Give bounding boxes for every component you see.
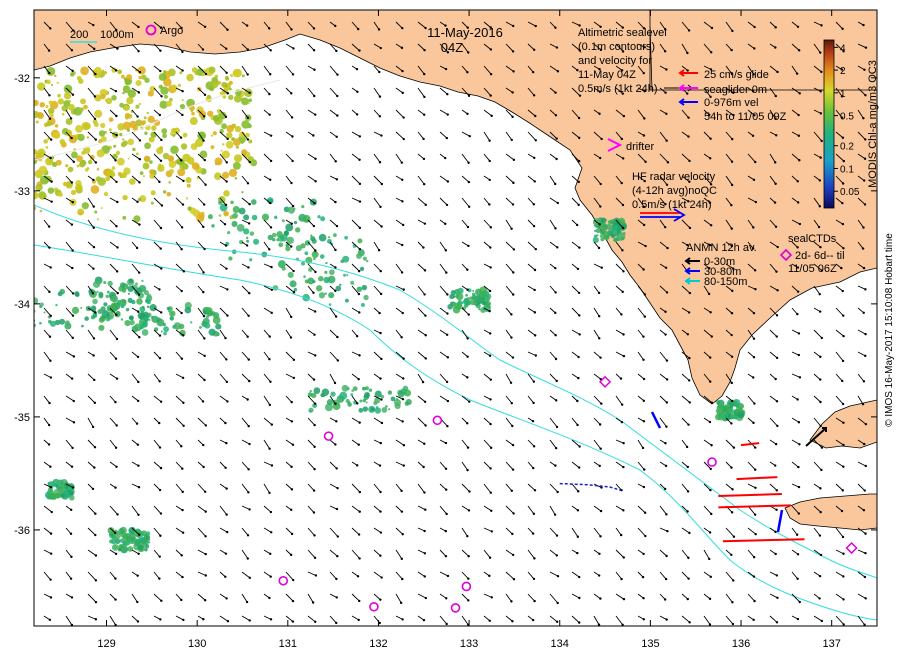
hf-radar-track: [736, 476, 778, 481]
drifter-label: drifter: [626, 141, 654, 153]
sealctd-line-1: sealCTDs: [788, 233, 837, 245]
colorbar-ticks: 4 2 1 0.5 0.2 0.1 0.05: [834, 43, 860, 198]
glider-legend: 25 cm/s glide seaglider 0m 0-976m vel 54…: [678, 69, 787, 123]
isobath-1000m: [34, 244, 877, 621]
altimetry-line-2: (0.1m contours): [578, 41, 655, 53]
credit-text: © IMOS 16-May-2017 15:10:08 Hobart time: [884, 233, 895, 427]
title-date: 11-May-2016: [427, 25, 503, 40]
seal-ctd-marker: [599, 375, 612, 388]
altimetry-velocity-arrows: [43, 21, 868, 626]
hf-radar-line-3: 0.5m/s (1kt 24h): [632, 199, 711, 211]
isobath-legend: 200 1000m: [70, 29, 134, 43]
hf-radar-legend-arrow: [673, 208, 686, 222]
title-time: 04Z: [441, 40, 463, 55]
drifter-legend: drifter: [607, 138, 654, 153]
sealctd-legend-icon: [779, 248, 793, 262]
glider-line-3: 0-976m vel: [704, 97, 758, 109]
hf-radar-tracks: [718, 442, 805, 543]
lon-tick-label: 134: [551, 638, 569, 650]
sealctd-line-3: 11/05 06Z: [788, 263, 837, 275]
colorbar-tick-label: 2: [840, 66, 846, 77]
drifter-track: [559, 482, 622, 492]
argo-legend: Argo: [145, 24, 183, 37]
lon-tick-label: 133: [460, 638, 478, 650]
altimetry-line-3: and velocity for: [578, 55, 652, 67]
altimetry-line-5: 0.5m/s (1kt 24h): [578, 83, 657, 95]
anmn-title: ANMN 12h av.: [686, 242, 757, 254]
axes: 129 130 131 132 133 134 135 136 137 -32 -33 -34 -35 -…: [14, 10, 877, 650]
colorbar-tick-label: 0.05: [840, 187, 860, 198]
sealctd-legend: sealCTDs 2d- 6d-- til 11/05 06Z: [779, 233, 845, 275]
seal-ctds: [599, 375, 858, 555]
anmn-legend: ANMN 12h av. 0-30m 30-80m 80-150m: [684, 242, 757, 288]
lon-tick-label: 129: [97, 638, 115, 650]
lat-tick-label: -33: [14, 186, 30, 198]
argo-float-marker: [369, 601, 379, 612]
hf-radar-track: [718, 493, 782, 498]
colorbar-tick-label: 4: [840, 43, 846, 54]
sealctd-line-2: 2d- 6d-- til: [795, 250, 845, 262]
plot-frame: [33, 9, 878, 627]
glider-line-4: 54h to 11/05 09Z: [704, 111, 787, 123]
anmn-arrows: [650, 411, 827, 533]
hf-radar-legend: HF radar velocity (4-12h avg)noQC 0.5m/s…: [632, 171, 717, 222]
lon-tick-label: 132: [369, 638, 387, 650]
anmn-item-3: 80-150m: [704, 276, 747, 288]
altimetry-legend: Altimetric sealevel (0.1m contours) and …: [578, 27, 693, 95]
isobath-1000-label: 1000m: [100, 29, 134, 41]
glider-line-2: seaglider 0m: [704, 84, 767, 96]
colorbar-label: MODIS Chl-a mg/m3 OC3: [867, 60, 879, 188]
land-mainland: [34, 10, 877, 405]
argo-float-marker: [323, 431, 334, 441]
lat-tick-label: -34: [14, 299, 30, 311]
colorbar-tick-label: 0.2: [840, 142, 854, 153]
lon-tick-label: 130: [188, 638, 206, 650]
seal-ctd-marker: [845, 541, 858, 555]
land-kangaroo-island: [784, 493, 877, 531]
hf-radar-line-1: HF radar velocity: [632, 171, 716, 183]
hf-radar-line-2: (4-12h avg)noQC: [632, 185, 717, 197]
colorbar: 4 2 1 0.5 0.2 0.1 0.05 MODIS Chl-a mg/m3 OC3: [823, 39, 879, 209]
lat-tick-label: -32: [14, 73, 30, 85]
argo-float-marker: [707, 457, 717, 467]
isobath-200-label: 200: [70, 29, 88, 41]
colorbar-tick-label: 0.1: [840, 164, 854, 175]
lat-tick-label: -35: [14, 412, 30, 424]
drifter-legend-icon: [607, 138, 623, 152]
lon-tick-label: 137: [822, 638, 840, 650]
colorbar-gradient: [823, 39, 835, 209]
argo-float-marker: [278, 575, 289, 586]
lon-tick-label: 135: [641, 638, 659, 650]
hf-radar-track: [740, 442, 760, 447]
chlorophyll-patches: [34, 66, 746, 554]
isobath-200m: [34, 204, 877, 579]
lon-tick-label: 136: [732, 638, 750, 650]
anmn-item-2: 30-80m: [704, 266, 741, 278]
colorbar-tick-label: 1: [840, 89, 846, 100]
argo-legend-label: Argo: [160, 25, 183, 37]
argo-float-marker: [450, 603, 461, 613]
anmn-item-1: 0-30m: [704, 256, 735, 268]
argo-float-marker: [432, 415, 443, 426]
lat-tick-label: -36: [14, 525, 30, 537]
altimetry-line-4: 11-May 04Z: [578, 69, 636, 81]
isobath-offshore: [34, 79, 281, 161]
hf-radar-track: [722, 538, 805, 543]
colorbar-tick-label: 0.5: [840, 112, 854, 123]
glider-line-1: 25 cm/s glide: [704, 69, 769, 81]
argo-floats: [278, 415, 717, 613]
altimetry-line-1: Altimetric sealevel: [578, 27, 667, 39]
land-yorke-peninsula: [809, 399, 877, 449]
hf-radar-track: [718, 504, 791, 509]
lon-tick-label: 131: [279, 638, 297, 650]
argo-legend-icon: [145, 24, 157, 36]
argo-float-marker: [461, 581, 472, 592]
